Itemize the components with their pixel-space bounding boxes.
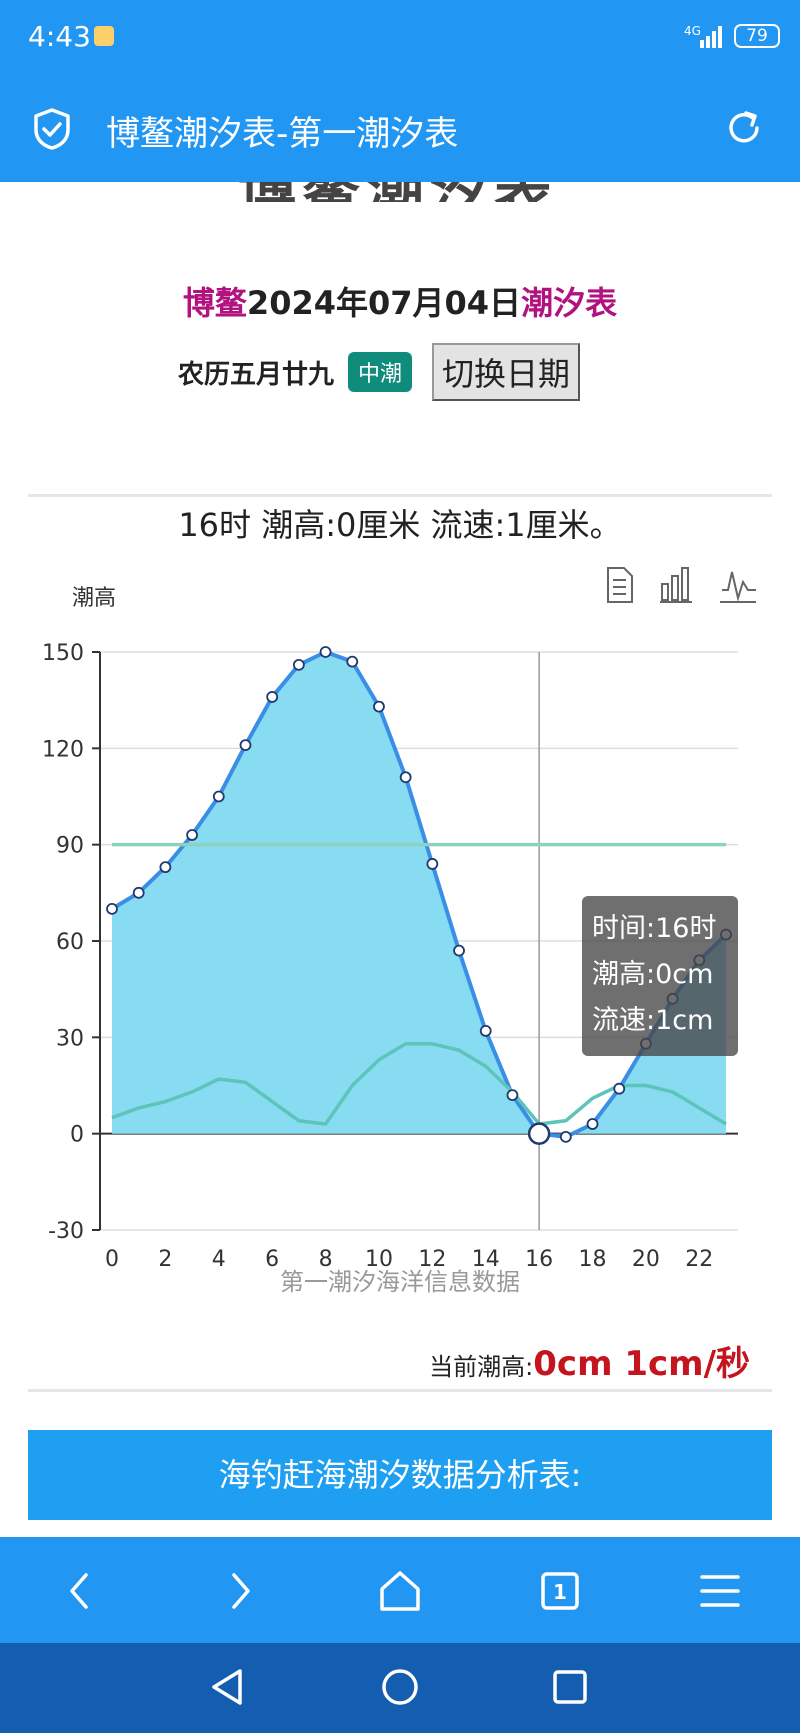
tide-chart: 潮高 150 120 90 60 30 0 -30 0 2 4 6 8 10 12 14 16 18 20 22 第… bbox=[42, 567, 756, 1296]
tabs-button[interactable]: 1 bbox=[536, 1567, 584, 1615]
data-point bbox=[159, 861, 172, 874]
menu-icon[interactable] bbox=[696, 1567, 744, 1615]
x-tick-label: 10 bbox=[365, 1247, 393, 1272]
data-point bbox=[613, 1082, 626, 1095]
data-point bbox=[373, 700, 385, 713]
lunar-row: 农历五月廿九 中潮 切换日期 bbox=[178, 343, 581, 401]
tooltip-height: 潮高:0cm bbox=[592, 959, 714, 990]
x-tick-label: 2 bbox=[158, 1247, 172, 1272]
forward-icon[interactable] bbox=[216, 1567, 264, 1615]
data-point bbox=[586, 1118, 599, 1130]
home-icon[interactable] bbox=[376, 1567, 424, 1615]
status-bar: 4:43 4G 79 bbox=[0, 0, 800, 74]
current-tide-value: 0cm 1cm/秒 bbox=[533, 1344, 750, 1384]
data-point bbox=[559, 1130, 572, 1143]
tooltip-time: 时间:16时 bbox=[592, 913, 717, 944]
x-tick-label: 6 bbox=[265, 1247, 279, 1272]
data-point bbox=[212, 790, 225, 803]
data-point bbox=[106, 902, 118, 915]
shield-check-icon[interactable] bbox=[32, 108, 72, 150]
tab-count: 1 bbox=[553, 1580, 567, 1604]
data-point bbox=[132, 886, 145, 899]
data-point bbox=[479, 1025, 492, 1037]
y-tick-label: 30 bbox=[56, 1026, 84, 1051]
lunar-date: 农历五月廿九 bbox=[178, 359, 335, 390]
back-icon[interactable] bbox=[56, 1567, 104, 1615]
y-tick-label: 60 bbox=[56, 930, 84, 955]
page-title: 博鳌潮汐表-第一潮汐表 bbox=[106, 114, 459, 154]
x-tick-label: 22 bbox=[685, 1247, 713, 1272]
series-line bbox=[110, 650, 728, 1139]
network-type: 4G bbox=[684, 24, 701, 38]
location-name: 博鳌 bbox=[182, 284, 247, 322]
page-heading: 博鳌潮汐表 bbox=[0, 182, 800, 202]
data-point bbox=[426, 858, 439, 870]
y-tick-label: 150 bbox=[42, 641, 84, 666]
tabs-icon: 1 bbox=[541, 1572, 579, 1610]
date-title: 博鳌2024年07月04日潮汐表 bbox=[0, 278, 800, 324]
series-area bbox=[112, 652, 726, 1137]
bar-chart-icon[interactable] bbox=[660, 567, 692, 603]
data-view-icon[interactable] bbox=[607, 567, 633, 603]
data-point bbox=[399, 771, 412, 784]
y-tick-label: 0 bbox=[70, 1123, 84, 1148]
title-suffix: 潮汐表 bbox=[521, 284, 618, 322]
x-tick-label: 14 bbox=[472, 1247, 500, 1272]
system-home-icon[interactable] bbox=[378, 1665, 422, 1709]
x-tick-label: 4 bbox=[212, 1247, 226, 1272]
x-tick-label: 12 bbox=[418, 1247, 446, 1272]
data-point bbox=[319, 646, 332, 658]
x-tick-label: 18 bbox=[579, 1247, 607, 1272]
x-tick-label: 0 bbox=[105, 1247, 119, 1272]
y-axis-title: 潮高 bbox=[72, 586, 116, 611]
date-text: 2024年07月04日 bbox=[246, 284, 522, 322]
divider bbox=[28, 494, 772, 497]
x-tick-label: 16 bbox=[525, 1247, 553, 1272]
data-point bbox=[186, 829, 198, 841]
data-point bbox=[292, 658, 305, 671]
current-tide: 当前潮高:0cm 1cm/秒 bbox=[0, 1336, 750, 1385]
system-nav-bar bbox=[0, 1643, 800, 1733]
analysis-banner[interactable]: 海钓赶海潮汐数据分析表: bbox=[28, 1430, 772, 1520]
y-tick-label: -30 bbox=[48, 1219, 84, 1244]
data-point bbox=[453, 944, 465, 957]
line-chart-icon[interactable] bbox=[720, 571, 756, 603]
current-tide-label: 当前潮高: bbox=[429, 1353, 534, 1381]
system-recents-icon[interactable] bbox=[548, 1665, 592, 1709]
data-point bbox=[527, 1122, 551, 1145]
app-bar: 博鳌潮汐表-第一潮汐表 bbox=[0, 74, 800, 182]
browser-nav-bar: 1 bbox=[0, 1537, 800, 1643]
switch-date-button[interactable]: 切换日期 bbox=[432, 343, 581, 401]
battery-icon: 79 bbox=[734, 24, 780, 48]
clock: 4:43 bbox=[28, 20, 91, 53]
toolbox bbox=[607, 567, 756, 603]
chart-subtitle: 第一潮汐海洋信息数据 bbox=[280, 1268, 520, 1296]
page-heading-text: 博鳌潮汐表 bbox=[238, 182, 558, 202]
y-tick-label: 90 bbox=[56, 834, 84, 859]
system-back-icon[interactable] bbox=[206, 1665, 250, 1709]
data-point bbox=[266, 691, 279, 703]
divider bbox=[28, 1389, 772, 1392]
data-point bbox=[239, 739, 252, 752]
tide-level-badge: 中潮 bbox=[348, 352, 413, 392]
tooltip-speed: 流速:1cm bbox=[592, 1005, 714, 1036]
x-tick-label: 20 bbox=[632, 1247, 660, 1272]
refresh-icon[interactable] bbox=[724, 108, 764, 148]
hour-info: 16时 潮高:0厘米 流速:1厘米。 bbox=[178, 506, 622, 544]
signal-icon bbox=[700, 26, 722, 48]
notification-icon bbox=[94, 26, 114, 46]
y-tick-label: 120 bbox=[42, 737, 84, 762]
x-tick-label: 8 bbox=[319, 1247, 333, 1272]
chart-tooltip: 时间:16时 潮高:0cm 流速:1cm bbox=[582, 896, 738, 1056]
data-point bbox=[346, 655, 359, 668]
data-point bbox=[506, 1089, 519, 1102]
